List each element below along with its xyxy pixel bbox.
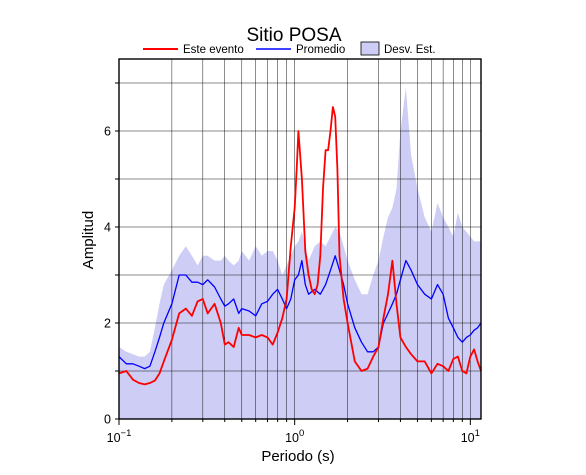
y-tick-label: 6 bbox=[104, 125, 111, 139]
y-axis-label: Amplitud bbox=[80, 211, 97, 269]
y-tick-label: 4 bbox=[104, 221, 111, 235]
x-axis-label: Periodo (s) bbox=[261, 448, 334, 465]
y-tick-label: 0 bbox=[104, 413, 111, 427]
legend-swatch-desv-est bbox=[360, 41, 380, 56]
y-axis-ticks: 0 2 4 6 bbox=[104, 82, 119, 427]
series-promedio-line bbox=[118, 255, 482, 370]
series-este-evento-line bbox=[118, 106, 482, 386]
x-tick-label: 100 bbox=[285, 428, 304, 445]
grid-vertical bbox=[118, 59, 471, 419]
y-tick-label: 2 bbox=[104, 317, 111, 331]
legend-label-desv-est: Desv. Est. bbox=[384, 44, 436, 56]
x-axis-ticks: 10−1 100 101 bbox=[107, 419, 480, 445]
chart-legend: Este evento Promedio Desv. Est. bbox=[143, 41, 436, 56]
chart-title: Sitio POSA bbox=[246, 25, 341, 46]
plot-area bbox=[118, 58, 482, 420]
x-tick-label: 10−1 bbox=[107, 428, 132, 445]
std-dev-band bbox=[119, 87, 481, 420]
legend-label-este-evento: Este evento bbox=[183, 44, 244, 56]
legend-label-promedio: Promedio bbox=[296, 44, 345, 56]
plot-frame bbox=[118, 58, 482, 420]
grid-horizontal bbox=[119, 82, 481, 372]
x-tick-label: 101 bbox=[461, 428, 480, 445]
